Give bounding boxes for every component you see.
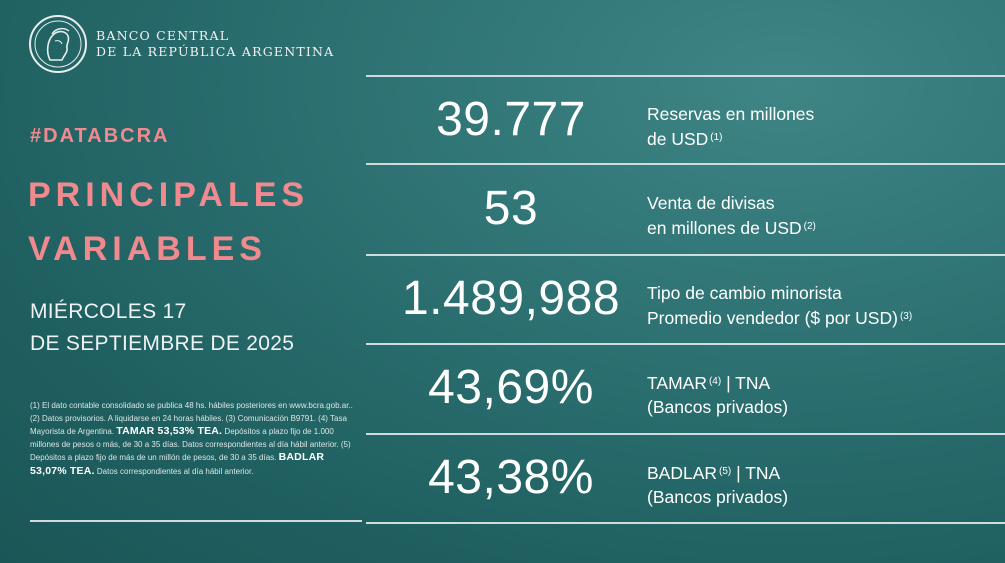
page-title: PRINCIPALES VARIABLES bbox=[28, 168, 309, 276]
footnotes: (1) El dato contable consolidado se publ… bbox=[30, 400, 360, 478]
date-line-2: DE SEPTIEMBRE DE 2025 bbox=[30, 332, 295, 355]
brand-line-2: DE LA REPÚBLICA ARGENTINA bbox=[96, 44, 335, 59]
label-line-1: Venta de divisas bbox=[647, 193, 775, 213]
date-line-1: MIÉRCOLES 17 bbox=[30, 300, 187, 323]
variable-label: BADLAR (5) | TNA (Bancos privados) bbox=[647, 460, 788, 509]
brand-line-1: BANCO CENTRAL bbox=[96, 28, 230, 43]
note-ref: (4) bbox=[708, 376, 722, 387]
row-divider bbox=[366, 163, 1005, 165]
label-line-2: (Bancos privados) bbox=[647, 397, 789, 417]
row-divider bbox=[366, 254, 1005, 256]
footnote-tamar-tea: TAMAR 53,53% TEA. bbox=[116, 425, 223, 437]
bcra-seal-icon bbox=[29, 15, 87, 73]
label-line-2: de USD bbox=[647, 129, 709, 149]
footnote-part-2: Depósitos a plazo fijo de 1.000 millones… bbox=[30, 427, 351, 462]
label-suffix: | TNA bbox=[736, 463, 781, 483]
row-divider bbox=[366, 522, 1005, 524]
variable-label: Tipo de cambio minorista Promedio vended… bbox=[647, 281, 912, 330]
footnote-part-3: Datos correspondientes al día hábil ante… bbox=[96, 466, 254, 476]
hashtag: #DATABCRA bbox=[30, 125, 170, 147]
label-suffix: | TNA bbox=[726, 373, 771, 393]
label-line-1: TAMAR bbox=[647, 373, 707, 393]
variable-label: Reservas en millones de USD (1) bbox=[647, 102, 814, 151]
brand-text: BANCO CENTRAL DE LA REPÚBLICA ARGENTINA bbox=[96, 28, 334, 60]
label-line-2: en millones de USD bbox=[647, 218, 802, 238]
variable-row-venta-divisas: 53 Venta de divisas en millones de USD (2… bbox=[366, 171, 1005, 247]
note-ref: (2) bbox=[803, 221, 816, 232]
variable-value: 53 bbox=[483, 182, 539, 235]
variable-row-reservas: 39.777 Reservas en millones de USD (1) bbox=[366, 82, 1005, 158]
footnote-divider bbox=[30, 520, 362, 522]
variable-row-badlar: 43,38% BADLAR (5) | TNA (Bancos privados) bbox=[366, 440, 1005, 516]
row-divider bbox=[366, 343, 1005, 345]
label-line-2: Promedio vendedor ($ por USD) bbox=[647, 308, 898, 328]
note-ref: (3) bbox=[899, 311, 913, 322]
title-line-1: PRINCIPALES bbox=[28, 176, 310, 214]
variable-label: TAMAR (4) | TNA (Bancos privados) bbox=[647, 370, 788, 419]
footnote-part-1: (1) El dato contable consolidado se publ… bbox=[30, 401, 353, 436]
note-ref: (5) bbox=[719, 466, 732, 477]
row-divider bbox=[366, 433, 1005, 435]
variable-row-tipo-cambio: 1.489,988 Tipo de cambio minorista Prome… bbox=[366, 261, 1005, 337]
variable-row-tamar: 43,69% TAMAR (4) | TNA (Bancos privados) bbox=[366, 350, 1005, 426]
report-date: MIÉRCOLES 17 DE SEPTIEMBRE DE 2025 bbox=[30, 296, 294, 360]
label-line-1: Reservas en millones bbox=[647, 104, 815, 124]
footnote-badlar-tea: BADLAR 53,07% TEA. bbox=[30, 451, 325, 477]
variable-label: Venta de divisas en millones de USD (2) bbox=[647, 191, 816, 240]
variable-value: 1.489,988 bbox=[401, 272, 621, 325]
row-divider bbox=[366, 75, 1005, 77]
title-line-2: VARIABLES bbox=[28, 230, 267, 268]
variable-value: 39.777 bbox=[436, 93, 586, 146]
label-line-1: BADLAR bbox=[647, 463, 718, 483]
variable-value: 43,69% bbox=[428, 361, 594, 414]
note-ref: (1) bbox=[710, 132, 723, 143]
variable-value: 43,38% bbox=[428, 451, 594, 504]
bcra-brand: BANCO CENTRAL DE LA REPÚBLICA ARGENTINA bbox=[28, 14, 334, 74]
label-line-1: Tipo de cambio minorista bbox=[647, 283, 842, 303]
label-line-2: (Bancos privados) bbox=[647, 487, 789, 507]
